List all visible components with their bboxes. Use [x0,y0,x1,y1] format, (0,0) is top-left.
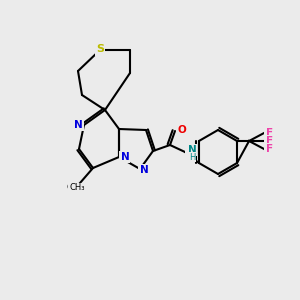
Text: N: N [186,145,194,155]
Text: S: S [96,44,104,54]
Text: CH₃: CH₃ [67,184,83,193]
Text: F: F [266,144,274,154]
Text: O: O [178,125,186,135]
Text: F: F [266,136,274,146]
Text: N: N [120,152,128,162]
Text: F: F [266,128,273,138]
Text: N: N [75,120,83,130]
Text: O: O [177,126,185,136]
Text: CH₃: CH₃ [69,184,85,193]
Text: F: F [266,136,273,146]
Text: N: N [139,166,147,176]
Text: H: H [187,154,194,163]
Text: N: N [121,152,129,162]
Text: H: H [189,152,195,161]
Text: N: N [140,165,148,175]
Text: S: S [96,45,104,55]
Text: F: F [266,128,274,138]
Text: N: N [74,120,82,130]
Text: N: N [188,145,196,155]
Text: F: F [266,144,273,154]
